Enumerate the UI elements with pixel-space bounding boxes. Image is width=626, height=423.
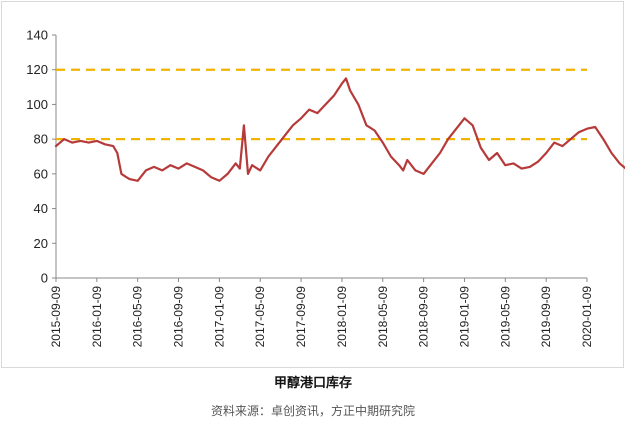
chart-source: 资料来源：卓创资讯，方正中期研究院 bbox=[210, 404, 415, 418]
x-tick-label: 2020-01-09 bbox=[580, 286, 594, 348]
chart-plot: 0 20 40 60 80 100 120 140 2015-09-09 2016-01-09 20… bbox=[1, 1, 625, 368]
y-tick-label: 100 bbox=[26, 97, 48, 112]
y-tick-label: 140 bbox=[26, 28, 48, 43]
x-tick-label: 2018-09-09 bbox=[417, 286, 431, 348]
x-tick-label: 2016-09-09 bbox=[172, 286, 186, 348]
x-tick-label: 2017-05-09 bbox=[253, 286, 267, 348]
x-tick-label: 2015-09-09 bbox=[49, 286, 63, 348]
y-tick-label: 80 bbox=[34, 132, 48, 147]
x-tick-label: 2017-01-09 bbox=[212, 286, 226, 348]
x-tick-label: 2019-05-09 bbox=[498, 286, 512, 348]
y-tick-label: 0 bbox=[41, 271, 48, 286]
x-tick-label: 2017-09-09 bbox=[294, 286, 308, 348]
x-tick-label: 2019-01-09 bbox=[457, 286, 471, 348]
x-tick-label: 2019-09-09 bbox=[539, 286, 553, 348]
x-tick-label: 2018-05-09 bbox=[376, 286, 390, 348]
y-tick-label: 60 bbox=[34, 166, 48, 181]
x-tick-label: 2018-01-09 bbox=[335, 286, 349, 348]
y-tick-label: 120 bbox=[26, 62, 48, 77]
x-tick-label: 2016-05-09 bbox=[131, 286, 145, 348]
chart-title: 甲醇港口库存 bbox=[273, 376, 352, 391]
y-tick-label: 40 bbox=[34, 201, 48, 216]
chart-border bbox=[1, 1, 624, 368]
x-tick-label: 2016-01-09 bbox=[90, 286, 104, 348]
series-line bbox=[54, 77, 625, 182]
y-tick-label: 20 bbox=[34, 236, 48, 251]
